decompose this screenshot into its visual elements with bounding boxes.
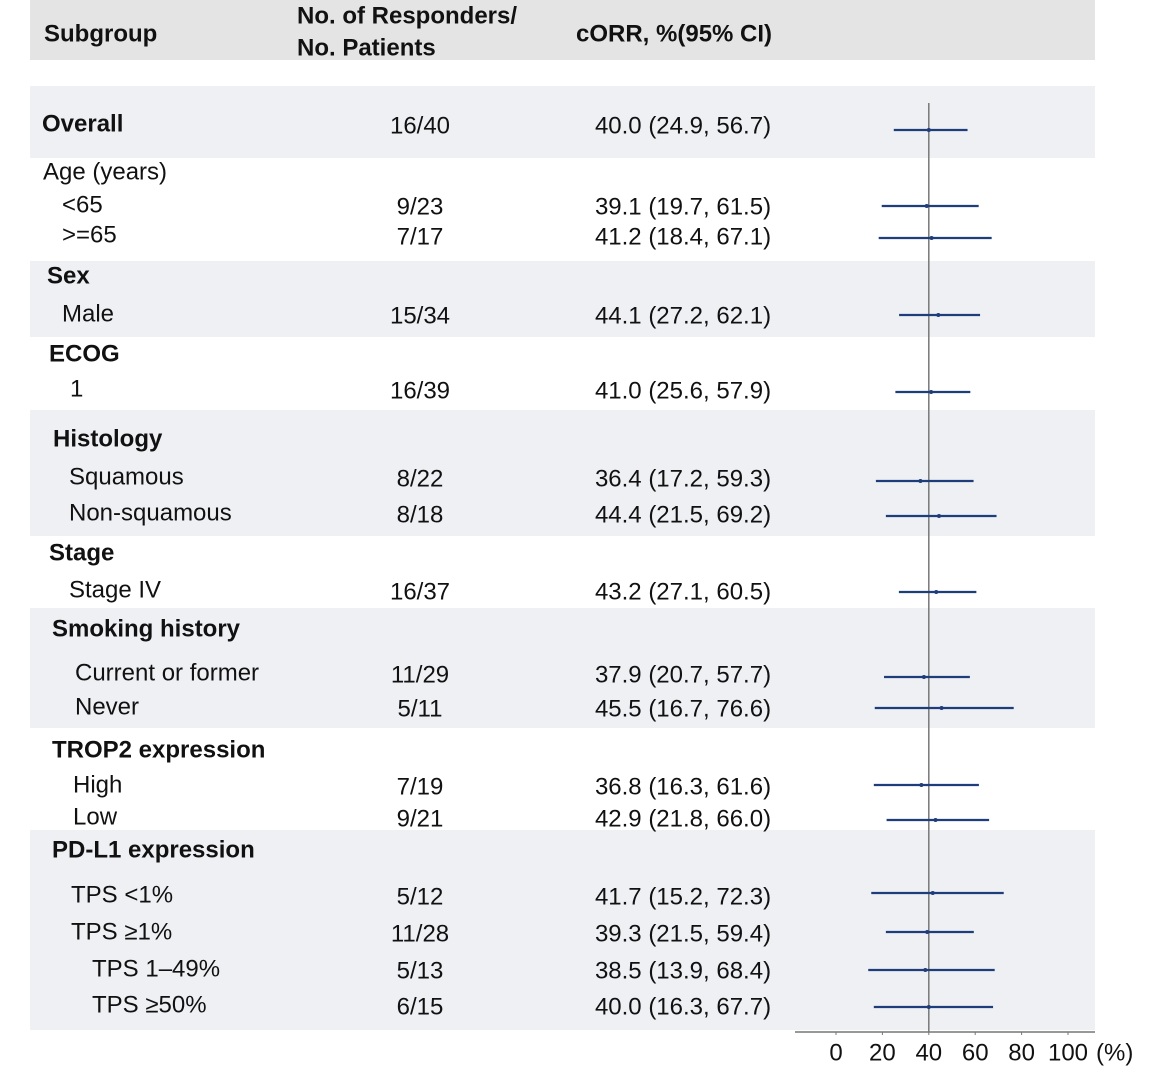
responders: 5/13 <box>397 957 444 984</box>
header-bar <box>30 0 1095 60</box>
corr-ci: 38.5 (13.9, 68.4) <box>595 957 771 984</box>
row-label: Age (years) <box>43 158 167 185</box>
responders: 15/34 <box>390 302 450 329</box>
estimate <box>934 590 939 594</box>
responders: 11/29 <box>391 661 449 688</box>
responders: 11/28 <box>391 920 449 947</box>
row-label: >=65 <box>62 221 117 248</box>
corr-ci: 40.0 (16.3, 67.7) <box>595 993 771 1020</box>
estimate <box>933 818 938 822</box>
header-patients: No. Patients <box>297 34 436 61</box>
corr-ci: 44.4 (21.5, 69.2) <box>595 501 771 528</box>
x-unit: (%) <box>1096 1039 1133 1066</box>
responders: 16/39 <box>390 377 450 404</box>
header-subgroup: Subgroup <box>44 20 157 47</box>
row-label: Squamous <box>69 463 184 490</box>
corr-ci: 42.9 (21.8, 66.0) <box>595 805 771 832</box>
corr-ci: 44.1 (27.2, 62.1) <box>595 302 771 329</box>
row-band <box>30 86 1095 158</box>
row-label: TPS ≥50% <box>92 991 207 1018</box>
row-label: PD-L1 expression <box>52 836 255 863</box>
estimate <box>937 514 942 518</box>
row-label: High <box>73 771 122 798</box>
corr-ci: 36.4 (17.2, 59.3) <box>595 465 771 492</box>
row-label: Smoking history <box>52 615 241 642</box>
x-tick-label: 100 <box>1048 1039 1088 1066</box>
responders: 16/37 <box>390 578 450 605</box>
row-label: Overall <box>42 110 123 137</box>
corr-ci: 40.0 (24.9, 56.7) <box>595 112 771 139</box>
responders: 8/22 <box>397 465 444 492</box>
x-tick-label: 80 <box>1008 1039 1035 1066</box>
header-corr: cORR, %(95% CI) <box>576 20 772 47</box>
estimate <box>924 204 929 208</box>
row-band <box>30 261 1095 337</box>
row-label: Stage <box>49 539 114 566</box>
estimate <box>929 390 934 394</box>
responders: 8/18 <box>397 501 444 528</box>
row-label: Current or former <box>75 659 259 686</box>
row-label: Sex <box>47 262 90 289</box>
corr-ci: 41.2 (18.4, 67.1) <box>595 223 771 250</box>
corr-ci: 36.8 (16.3, 61.6) <box>595 773 771 800</box>
row-label: Non-squamous <box>69 499 232 526</box>
responders: 5/12 <box>397 883 444 910</box>
row-label: TPS ≥1% <box>71 918 172 945</box>
row-label: 1 <box>70 375 83 402</box>
corr-ci: 39.1 (19.7, 61.5) <box>595 193 771 220</box>
corr-ci: 43.2 (27.1, 60.5) <box>595 578 771 605</box>
responders: 6/15 <box>397 993 444 1020</box>
row-label: TPS <1% <box>71 881 173 908</box>
x-tick-label: 20 <box>869 1039 896 1066</box>
responders: 16/40 <box>390 112 450 139</box>
x-tick-label: 40 <box>915 1039 942 1066</box>
row-label: TROP2 expression <box>52 736 265 763</box>
estimate <box>919 783 924 787</box>
row-label: Never <box>75 693 139 720</box>
row-label: Low <box>73 803 118 830</box>
estimate <box>939 706 944 710</box>
row-label: Histology <box>53 425 163 452</box>
responders: 7/17 <box>397 223 444 250</box>
row-label: TPS 1–49% <box>92 955 220 982</box>
estimate <box>929 236 934 240</box>
header-responders: No. of Responders/ <box>297 2 517 29</box>
row-label: Male <box>62 300 114 327</box>
x-tick-label: 60 <box>962 1039 989 1066</box>
row-label: Stage IV <box>69 576 161 603</box>
x-tick-label: 0 <box>829 1039 842 1066</box>
responders: 5/11 <box>398 695 443 722</box>
responders: 7/19 <box>397 773 444 800</box>
estimate <box>923 968 928 972</box>
estimate <box>930 891 935 895</box>
corr-ci: 39.3 (21.5, 59.4) <box>595 920 771 947</box>
estimate <box>926 1005 931 1009</box>
estimate <box>925 930 930 934</box>
estimate <box>926 128 931 132</box>
estimate <box>921 675 926 679</box>
corr-ci: 37.9 (20.7, 57.7) <box>595 661 771 688</box>
row-label: ECOG <box>49 340 120 367</box>
corr-ci: 41.0 (25.6, 57.9) <box>595 377 771 404</box>
responders: 9/21 <box>397 805 444 832</box>
row-label: <65 <box>62 191 103 218</box>
row-band <box>30 830 1095 1030</box>
estimate <box>918 479 923 483</box>
corr-ci: 45.5 (16.7, 76.6) <box>595 695 771 722</box>
corr-ci: 41.7 (15.2, 72.3) <box>595 883 771 910</box>
responders: 9/23 <box>397 193 444 220</box>
estimate <box>936 313 941 317</box>
